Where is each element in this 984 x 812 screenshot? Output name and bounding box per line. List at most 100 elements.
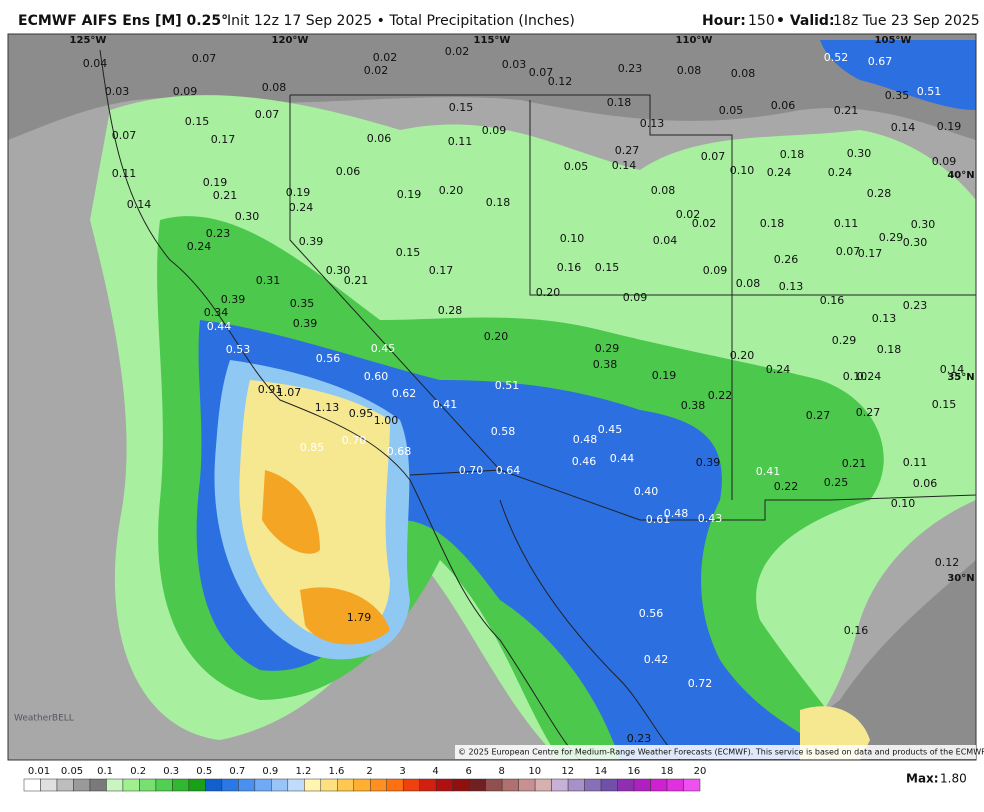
colorbar-swatch xyxy=(56,778,74,792)
max-value: 1.80 xyxy=(940,772,967,786)
colorbar-swatch xyxy=(666,778,684,792)
colorbar-swatch xyxy=(353,778,371,792)
precip-blue-2 xyxy=(820,40,976,110)
precip-label: 1.79 xyxy=(347,611,372,624)
precip-label: 0.28 xyxy=(438,304,463,317)
precip-label: 0.18 xyxy=(780,148,805,161)
copyright: © 2025 European Centre for Medium-Range … xyxy=(458,748,984,757)
precip-label: 0.44 xyxy=(207,320,232,333)
precip-label: 0.15 xyxy=(595,261,620,274)
precip-label: 0.11 xyxy=(903,456,928,469)
colorbar-label: 2 xyxy=(366,766,372,777)
precip-label: 0.17 xyxy=(211,133,236,146)
precip-label: 0.18 xyxy=(877,343,902,356)
precip-label: 0.17 xyxy=(429,264,454,277)
map-frame xyxy=(7,33,977,761)
precip-label: 0.53 xyxy=(226,343,251,356)
map xyxy=(8,34,976,760)
copyright-box xyxy=(455,745,976,759)
precip-label: 0.29 xyxy=(832,334,857,347)
precip-label: 0.30 xyxy=(911,218,936,231)
colorbar-swatch xyxy=(221,778,239,792)
precip-label: 0.29 xyxy=(879,231,904,244)
colorbar-swatch xyxy=(485,778,503,792)
precip-label: 0.06 xyxy=(367,132,392,145)
precip-label: 0.67 xyxy=(868,55,893,68)
precip-label: 0.09 xyxy=(623,291,648,304)
precip-label: 0.52 xyxy=(824,51,849,64)
precip-label: 0.06 xyxy=(771,99,796,112)
precip-label: 1.00 xyxy=(374,414,399,427)
colorbar-label: 0.9 xyxy=(262,766,278,777)
precip-label: 0.70 xyxy=(342,434,367,447)
precip-label: 0.22 xyxy=(774,480,799,493)
precip-label: 0.30 xyxy=(326,264,351,277)
precip-label: 0.39 xyxy=(293,317,318,330)
precip-label: 0.18 xyxy=(760,217,785,230)
precip-label: 0.27 xyxy=(615,144,640,157)
precip-label: 0.16 xyxy=(844,624,869,637)
precip-label: 0.45 xyxy=(371,342,396,355)
precip-label: 0.68 xyxy=(387,445,412,458)
precip-label: 0.95 xyxy=(349,407,374,420)
precip-label: 0.21 xyxy=(834,104,859,117)
precip-label: 0.11 xyxy=(448,135,473,148)
hour-label: Hour: xyxy=(702,13,746,29)
precip-label: 0.10 xyxy=(560,232,585,245)
precip-label: 0.39 xyxy=(221,293,246,306)
precip-label: 0.14 xyxy=(891,121,916,134)
colorbar-label: 3 xyxy=(399,766,405,777)
precip-label: 0.51 xyxy=(495,379,520,392)
precip-label: 0.20 xyxy=(484,330,509,343)
precip-label: 0.12 xyxy=(935,556,960,569)
colorbar-swatch xyxy=(584,778,602,792)
colorbar-swatch xyxy=(452,778,470,792)
precip-label: 0.14 xyxy=(127,198,152,211)
precip-label: 0.91 xyxy=(258,383,283,396)
colorbar-swatch xyxy=(534,778,552,792)
precip-label: 0.23 xyxy=(903,299,928,312)
precip-label: 0.25 xyxy=(824,476,849,489)
precip-label: 0.44 xyxy=(610,452,635,465)
graticule-label: 125°W xyxy=(70,35,107,46)
precip-label: 0.23 xyxy=(618,62,643,75)
valid-label: • Valid: xyxy=(776,13,835,29)
colorbar-swatch xyxy=(304,778,322,792)
precip-label: 0.48 xyxy=(573,433,598,446)
graticule-label: 115°W xyxy=(474,35,511,46)
colorbar-swatch xyxy=(73,778,91,792)
colorbar-swatch xyxy=(337,778,355,792)
precip-label: 0.05 xyxy=(564,160,589,173)
watermark: WeatherBELL xyxy=(14,714,74,724)
colorbar-swatch xyxy=(617,778,635,792)
colorbar-swatch xyxy=(369,778,387,792)
precip-label: 0.60 xyxy=(364,370,389,383)
precip-label: 1.07 xyxy=(277,386,302,399)
precip-label: 0.22 xyxy=(708,389,733,402)
precip-label: 0.02 xyxy=(692,217,717,230)
colorbar-swatch xyxy=(551,778,569,792)
precip-label: 0.43 xyxy=(698,512,723,525)
precip-label: 0.29 xyxy=(595,342,620,355)
colorbar-swatch xyxy=(320,778,338,792)
precip-label: 0.14 xyxy=(612,159,637,172)
precip-label: 0.30 xyxy=(903,236,928,249)
precip-label: 0.18 xyxy=(607,96,632,109)
colorbar-label: 0.1 xyxy=(97,766,113,777)
max-label: Max: xyxy=(906,772,939,786)
colorbar-label: 16 xyxy=(628,766,641,777)
colorbar-label: 14 xyxy=(594,766,607,777)
colorbar-swatch xyxy=(139,778,157,792)
precip-label: 0.08 xyxy=(262,81,287,94)
colorbar-swatch xyxy=(172,778,190,792)
precip-label: 0.10 xyxy=(843,370,868,383)
precip-label: 0.13 xyxy=(779,280,804,293)
precip-label: 0.14 xyxy=(940,363,965,376)
precip-label: 0.03 xyxy=(502,58,527,71)
precip-label: 0.16 xyxy=(557,261,582,274)
colorbar-swatch xyxy=(386,778,404,792)
precip-label: 0.04 xyxy=(83,57,108,70)
precip-label: 0.07 xyxy=(112,129,137,142)
precip-label: 0.72 xyxy=(688,677,713,690)
